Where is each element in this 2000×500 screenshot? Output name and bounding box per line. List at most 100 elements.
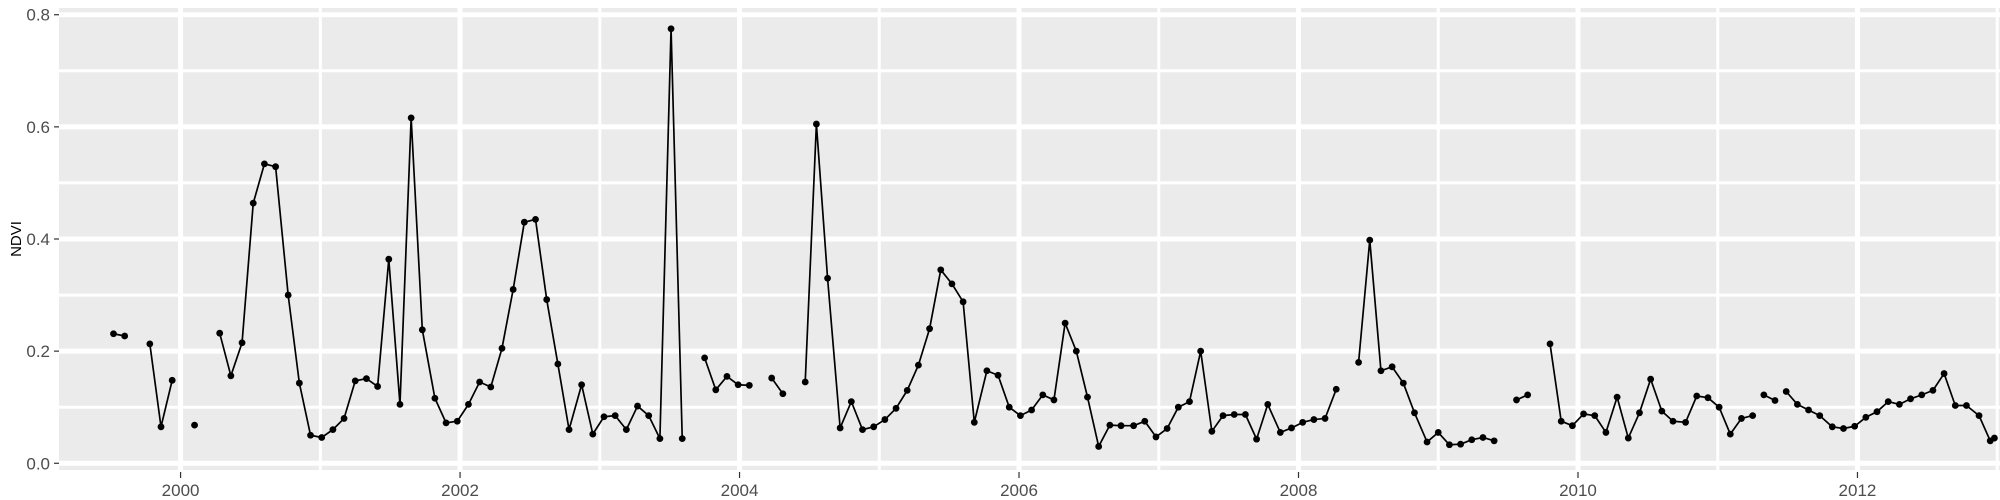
data-point [1624,434,1632,442]
x-tick-label: 2012 [1839,481,1877,500]
data-point [1918,391,1926,399]
data-point [1039,391,1047,399]
data-point [261,160,268,168]
data-point [532,215,539,223]
data-point [870,423,878,431]
y-tick-label: 0.8 [26,6,50,25]
data-point [1017,412,1024,420]
data-point [600,413,608,421]
data-point [1895,401,1903,408]
data-point [881,416,889,423]
y-axis-title: NDVI [8,221,25,257]
data-point [1366,236,1374,244]
data-point [1513,396,1520,404]
data-point [1230,411,1238,418]
data-point [318,434,326,441]
data-point [396,401,404,408]
data-point [1174,403,1182,411]
data-point [1884,398,1892,405]
data-point [1434,429,1442,436]
data-point [1851,422,1859,430]
data-point [442,419,450,427]
data-point [1693,392,1701,400]
data-point [926,325,933,333]
data-point [1524,391,1532,399]
data-point [238,339,246,347]
data-point [1208,427,1216,435]
data-point [1490,437,1498,445]
data-point [1163,425,1171,432]
data-point [1715,403,1723,411]
data-point [1299,418,1307,426]
data-point [1636,409,1643,417]
data-point [678,435,686,442]
data-point [487,383,495,391]
data-point [1568,422,1576,430]
gridlines-major [59,8,2000,470]
data-point [1095,443,1103,450]
data-point [1907,395,1914,403]
data-point [983,367,991,375]
data-point [1760,391,1768,399]
data-point [284,291,292,299]
data-point [994,371,1002,379]
data-point [1647,375,1655,383]
data-point [110,330,117,338]
data-point [634,402,641,410]
data-point [1130,422,1138,430]
data-point [903,386,911,394]
data-point [1658,407,1666,415]
data-point [645,412,653,420]
data-point [1816,412,1824,420]
data-point [1106,421,1114,429]
data-point [431,394,439,402]
data-point [824,274,831,282]
y-tick-label: 0.0 [26,454,50,473]
data-point [622,426,630,434]
y-tick-label: 0.2 [26,342,50,361]
data-point [1557,417,1565,425]
axes: 0.0 0.2 0.4 0.6 0.8 2000 2002 2004 2006 2008 2010 2… [8,6,1876,500]
data-point [363,375,370,383]
data-point [1310,416,1318,423]
data-point [1951,402,1959,409]
y-tick-label: 0.6 [26,118,50,137]
data-point [1152,433,1160,441]
data-point [1084,393,1091,401]
data-point [340,415,348,422]
data-point [1602,429,1610,436]
data-point [1377,367,1385,375]
data-point [611,412,619,420]
data-point [1963,402,1970,409]
data-point [1591,412,1599,420]
data-point [1991,434,1998,442]
data-point [1264,401,1272,408]
data-point [1580,410,1587,418]
data-point [385,255,393,263]
data-point [1197,347,1205,355]
data-point [1050,396,1058,404]
data-point [216,329,224,337]
data-point [1423,438,1431,446]
data-point [1141,417,1149,425]
data-point [1219,412,1227,420]
data-point [1355,358,1362,366]
data-point [1873,408,1881,416]
data-point [565,426,573,434]
data-point [1276,429,1284,436]
data-point [329,426,337,434]
data-point [1940,370,1948,377]
data-point [351,377,359,385]
data-point [970,418,978,426]
data-point [1975,412,1983,420]
data-point [1613,393,1621,401]
data-point [307,431,314,439]
data-point [272,163,279,171]
data-point [813,120,820,128]
data-point [543,296,551,303]
data-point [1782,388,1790,395]
data-point [1061,319,1069,327]
data-point [1332,385,1340,393]
